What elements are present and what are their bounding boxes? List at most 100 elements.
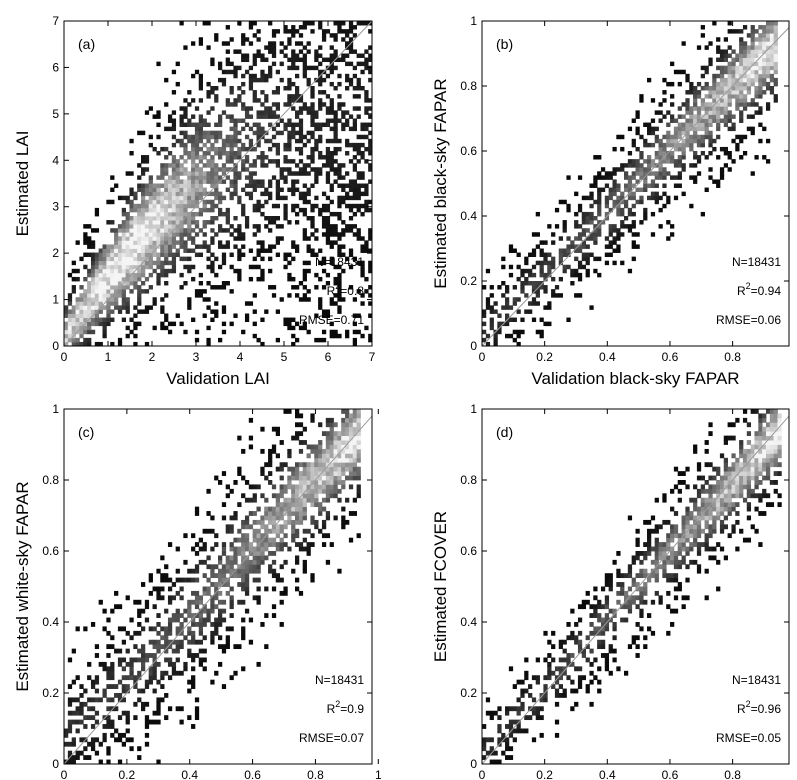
- density-cell: [321, 163, 327, 168]
- density-cell: [129, 244, 134, 249]
- density-cell: [364, 325, 369, 331]
- density-cell: [79, 313, 84, 318]
- density-cell: [352, 65, 357, 71]
- density-cell: [137, 301, 142, 306]
- density-cell: [673, 130, 679, 136]
- density-cell: [275, 497, 280, 503]
- density-cell: [589, 195, 594, 201]
- density-cell: [218, 240, 223, 245]
- density-cell: [337, 252, 342, 258]
- density-cell: [156, 61, 161, 67]
- density-cell: [171, 232, 177, 237]
- density-cell: [524, 715, 529, 721]
- density-cell: [102, 244, 107, 249]
- density-cell: [666, 555, 671, 561]
- density-cell: [616, 573, 621, 579]
- density-cell: [314, 285, 319, 290]
- density-cell: [98, 741, 103, 747]
- density-cell: [137, 321, 142, 327]
- density-cell: [206, 134, 211, 140]
- density-cell: [727, 73, 732, 79]
- density-cell: [229, 118, 234, 123]
- density-cell: [129, 236, 134, 241]
- density-cell: [164, 639, 169, 645]
- density-cell: [206, 248, 211, 253]
- density-cell: [241, 53, 246, 58]
- density-cell: [183, 130, 188, 136]
- density-cell: [256, 207, 261, 213]
- density-cell: [321, 203, 327, 209]
- density-cell: [302, 546, 307, 552]
- density-cell: [662, 98, 667, 103]
- density-cell: [287, 167, 292, 172]
- density-cell: [179, 171, 184, 176]
- density-cell: [341, 199, 346, 205]
- density-cell: [179, 256, 184, 262]
- density-cell: [141, 657, 146, 663]
- density-cell: [639, 608, 644, 614]
- density-cell: [489, 305, 494, 310]
- density-cell: [754, 29, 759, 34]
- density-cell: [194, 604, 200, 610]
- density-cell: [631, 195, 636, 201]
- density-cell: [485, 268, 491, 274]
- density-cell: [716, 65, 721, 71]
- density-cell: [179, 191, 184, 197]
- density-cell: [229, 179, 234, 184]
- density-cell: [187, 648, 192, 654]
- density-cell: [577, 630, 583, 636]
- density-cell: [187, 297, 192, 302]
- density-cell: [252, 232, 257, 237]
- density-cell: [110, 309, 115, 314]
- density-cell: [321, 309, 327, 314]
- density-cell: [314, 195, 319, 201]
- density-cell: [647, 130, 652, 136]
- density-cell: [198, 622, 203, 627]
- density-cell: [310, 515, 315, 521]
- density-cell: [773, 65, 778, 71]
- density-cell: [152, 252, 157, 258]
- y-tick-label: 1: [52, 402, 59, 416]
- density-cell: [248, 195, 254, 201]
- density-cell: [210, 546, 215, 552]
- density-cell: [325, 29, 331, 34]
- density-cell: [90, 301, 96, 306]
- density-cell: [237, 65, 242, 71]
- density-cell: [666, 138, 671, 144]
- density-cell: [210, 528, 215, 534]
- density-cell: [750, 61, 755, 67]
- density-cell: [493, 341, 498, 346]
- density-cell: [708, 102, 713, 107]
- density-cell: [639, 568, 644, 574]
- density-cell: [348, 462, 354, 468]
- density-cell: [670, 159, 675, 164]
- density-cell: [531, 317, 537, 323]
- density-cell: [114, 728, 119, 734]
- density-cell: [677, 480, 682, 485]
- density-cell: [229, 142, 234, 148]
- density-cell: [348, 228, 354, 233]
- density-cell: [271, 102, 277, 107]
- density-cell: [762, 37, 767, 42]
- density-cell: [156, 211, 161, 217]
- density-cell: [581, 232, 587, 237]
- density-cell: [604, 203, 610, 209]
- density-cell: [356, 207, 361, 213]
- density-cell: [314, 519, 319, 525]
- density-cell: [237, 546, 242, 552]
- density-cell: [631, 175, 636, 180]
- density-cell: [321, 462, 327, 468]
- density-cell: [137, 207, 142, 213]
- density-cell: [164, 187, 169, 193]
- density-cell: [670, 138, 675, 144]
- density-cell: [291, 33, 296, 38]
- density-cell: [677, 582, 682, 587]
- density-cell: [144, 617, 150, 623]
- density-cell: [306, 248, 311, 253]
- density-cell: [144, 183, 150, 188]
- density-cell: [156, 191, 161, 197]
- density-cell: [141, 289, 146, 294]
- density-cell: [271, 203, 277, 209]
- density-cell: [179, 244, 184, 249]
- density-cell: [156, 644, 161, 650]
